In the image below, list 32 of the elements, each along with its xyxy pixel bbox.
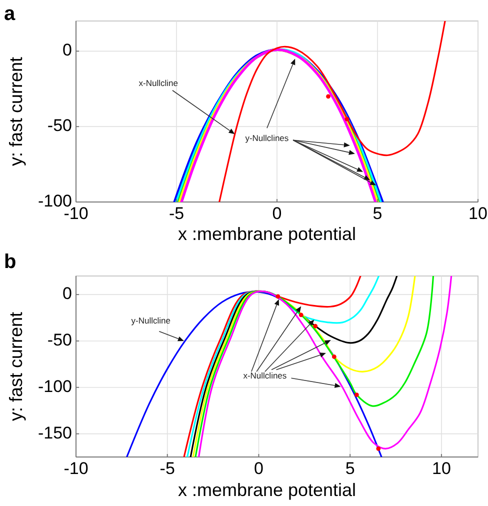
x-tick-label: -5 xyxy=(160,459,175,478)
y-tick-label: -50 xyxy=(47,116,72,136)
x-tick-label: -5 xyxy=(168,204,184,223)
point xyxy=(376,446,381,451)
y-tick-label: -150 xyxy=(38,423,72,442)
x-tick-label: 10 xyxy=(468,204,488,223)
point xyxy=(354,392,359,398)
y-tick-label: -100 xyxy=(38,376,72,396)
y-axis-title: y: fast current xyxy=(6,312,26,422)
x-axis-title: x :membrane potential xyxy=(178,480,356,500)
line-series xyxy=(218,21,446,202)
point xyxy=(298,312,304,318)
x-tick-label: 0 xyxy=(254,459,264,478)
y-tick-label: 0 xyxy=(62,40,72,60)
x-tick-label: 5 xyxy=(372,204,382,223)
point xyxy=(313,324,318,328)
chart-title: b xyxy=(4,251,16,273)
annotation: y-Nullcline xyxy=(131,316,171,326)
chart-title: a xyxy=(4,3,16,25)
x-tick-label: 5 xyxy=(345,459,355,478)
point xyxy=(332,354,336,359)
point xyxy=(276,294,280,299)
x-axis-title: x :membrane potential xyxy=(178,224,356,244)
x-tick-label: 10 xyxy=(432,459,451,478)
annotation: y-Nullclines xyxy=(245,132,289,143)
x-tick-label: -10 xyxy=(64,459,88,478)
y-tick-label: -50 xyxy=(47,330,72,350)
y-tick-label: 0 xyxy=(62,284,72,304)
y-axis-title: y: fast current xyxy=(6,56,26,166)
annotation: x-Nullcline xyxy=(138,78,178,88)
x-tick-label: 0 xyxy=(272,204,282,223)
annotation: x-Nullclines xyxy=(243,370,287,380)
